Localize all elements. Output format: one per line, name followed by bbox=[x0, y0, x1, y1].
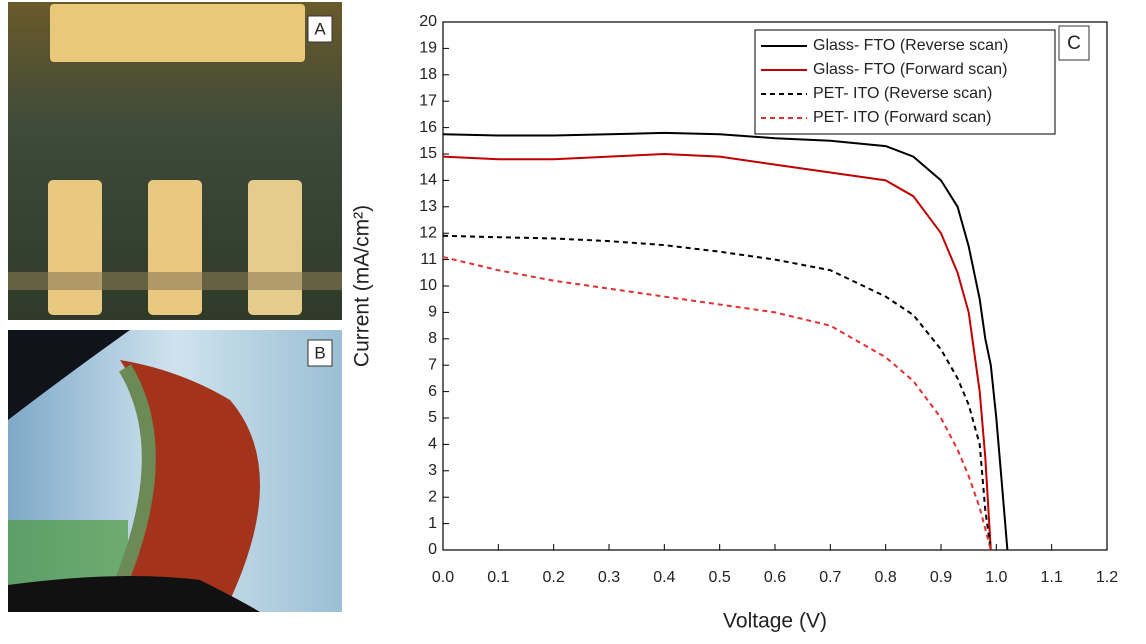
x-tick-label: 0.7 bbox=[819, 569, 841, 586]
y-tick-label: 4 bbox=[428, 436, 437, 453]
y-tick-label: 0 bbox=[428, 541, 437, 558]
y-tick-label: 19 bbox=[419, 40, 437, 57]
x-tick-label: 0.4 bbox=[653, 569, 675, 586]
series-line bbox=[442, 234, 992, 551]
y-tick-label: 14 bbox=[419, 172, 437, 189]
legend-label: PET- ITO (Reverse scan) bbox=[813, 85, 992, 102]
y-tick-label: 1 bbox=[428, 515, 437, 532]
y-tick-label: 12 bbox=[419, 224, 437, 241]
legend-label: Glass- FTO (Reverse scan) bbox=[813, 37, 1008, 54]
x-tick-label: 0.2 bbox=[543, 569, 565, 586]
y-tick-label: 5 bbox=[428, 409, 437, 426]
y-tick-label: 2 bbox=[428, 488, 437, 505]
y-tick-label: 9 bbox=[428, 304, 437, 321]
panel-label: C bbox=[1067, 33, 1081, 54]
y-tick-label: 13 bbox=[419, 198, 437, 215]
x-tick-label: 0.5 bbox=[709, 569, 731, 586]
x-tick-label: 0.6 bbox=[764, 569, 786, 586]
series-line bbox=[442, 131, 1009, 551]
y-tick-label: 7 bbox=[428, 356, 437, 373]
photo-a bbox=[8, 2, 342, 320]
x-tick-label: 1.1 bbox=[1041, 569, 1063, 586]
y-tick-label: 20 bbox=[419, 13, 437, 30]
legend-label: PET- ITO (Forward scan) bbox=[813, 109, 991, 126]
y-tick-label: 16 bbox=[419, 119, 437, 136]
y-tick-label: 11 bbox=[420, 251, 437, 268]
legend-box bbox=[754, 29, 1056, 135]
x-tick-label: 1.0 bbox=[985, 569, 1007, 586]
y-tick-label: 10 bbox=[419, 277, 437, 294]
series-line bbox=[442, 152, 992, 551]
panel-label: A bbox=[314, 19, 326, 38]
series-line bbox=[442, 256, 992, 551]
x-tick-label: 0.3 bbox=[598, 569, 620, 586]
x-tick-label: 0.9 bbox=[930, 569, 952, 586]
panel-label-box bbox=[1058, 25, 1090, 61]
x-tick-label: 0.1 bbox=[487, 569, 509, 586]
x-tick-label: 1.2 bbox=[1096, 569, 1118, 586]
y-tick-label: 15 bbox=[419, 145, 437, 162]
y-tick-label: 3 bbox=[428, 462, 437, 479]
y-axis-label: Current (mA/cm²) bbox=[351, 205, 374, 367]
y-tick-label: 18 bbox=[419, 66, 437, 83]
x-tick-label: 0.8 bbox=[875, 569, 897, 586]
y-tick-label: 8 bbox=[428, 330, 437, 347]
x-axis-label: Voltage (V) bbox=[723, 610, 827, 633]
photo-b bbox=[8, 330, 342, 612]
legend-label: Glass- FTO (Forward scan) bbox=[813, 61, 1007, 78]
panel-label: B bbox=[314, 343, 325, 362]
y-tick-label: 17 bbox=[419, 92, 437, 109]
y-tick-label: 6 bbox=[428, 383, 437, 400]
x-tick-label: 0.0 bbox=[432, 569, 454, 586]
